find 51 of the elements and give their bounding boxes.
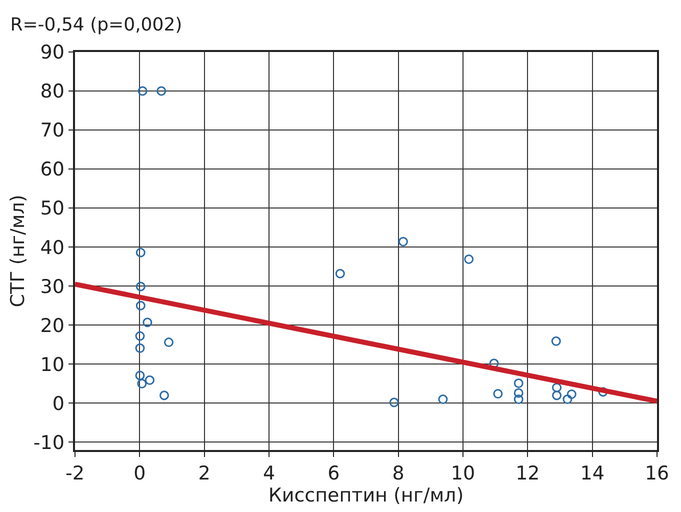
x-tick-label: 0 <box>134 462 146 485</box>
x-tick-label: 14 <box>580 462 604 485</box>
point <box>136 300 146 310</box>
point <box>142 318 152 328</box>
point <box>514 378 524 388</box>
point <box>514 394 524 404</box>
y-tick-label: 20 <box>40 314 64 337</box>
point <box>438 394 448 404</box>
y-tick-label: 40 <box>40 236 64 259</box>
x-tick-label: 6 <box>328 462 340 485</box>
x-tick-label: 8 <box>392 462 404 485</box>
x-tick-label: 4 <box>262 462 276 485</box>
point <box>552 390 562 400</box>
point <box>156 86 166 96</box>
y-tick-label: 30 <box>40 276 64 298</box>
point <box>335 268 345 278</box>
point <box>136 282 146 292</box>
y-tick-label: 60 <box>40 158 64 181</box>
y-tick-label: 80 <box>40 80 64 103</box>
y-tick-label: -10 <box>33 432 64 454</box>
point <box>144 375 154 385</box>
y-axis-title: СТГ (нг/мл) <box>6 194 29 308</box>
point <box>562 394 572 404</box>
x-tick-label: 16 <box>644 462 670 485</box>
point <box>135 331 145 341</box>
y-tick-label: 50 <box>40 198 64 220</box>
point <box>552 382 562 392</box>
point <box>398 236 408 246</box>
point <box>135 370 145 380</box>
y-tick-label: 70 <box>40 120 64 142</box>
x-tick-label: 10 <box>450 462 476 485</box>
point <box>135 343 145 353</box>
point <box>551 336 561 346</box>
x-tick-label: 2 <box>198 462 210 485</box>
point <box>566 389 576 399</box>
point <box>159 390 169 400</box>
point <box>164 338 174 348</box>
point <box>493 389 503 399</box>
chart-title: R=-0,54 (p=0,002) <box>10 14 182 36</box>
x-axis-title: Кисспептин (нг/мл) <box>268 484 464 507</box>
y-tick-label: 0 <box>52 392 64 415</box>
point <box>137 378 147 388</box>
y-tick-label: 10 <box>40 354 64 376</box>
x-tick-label: 12 <box>516 462 540 485</box>
point <box>138 86 148 96</box>
point <box>136 248 146 258</box>
point <box>389 398 399 408</box>
point <box>514 388 524 398</box>
y-tick-label: 90 <box>40 42 64 64</box>
x-tick-label: -2 <box>66 462 84 485</box>
point <box>464 254 474 264</box>
